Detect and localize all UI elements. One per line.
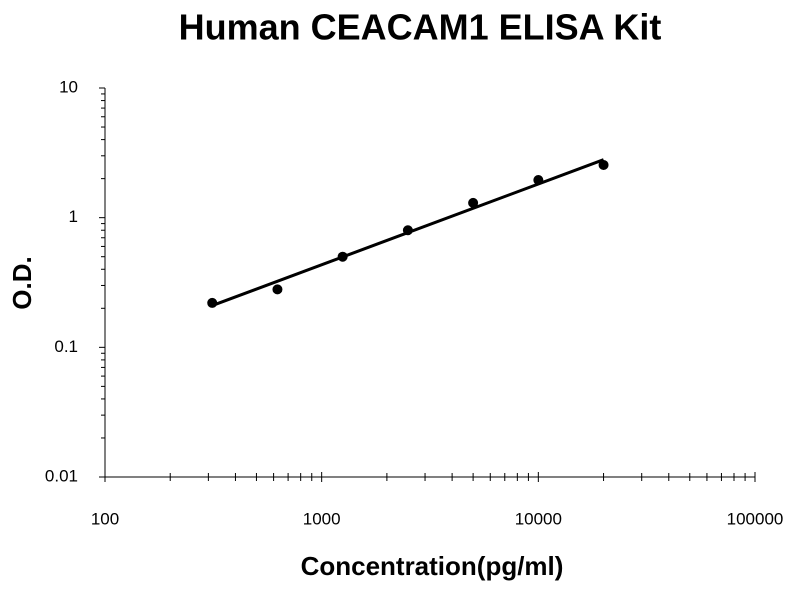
x-tick-label: 100000: [727, 509, 784, 528]
y-tick-label: 0.01: [45, 466, 78, 485]
data-point: [337, 251, 348, 262]
data-point: [402, 225, 413, 236]
data-point: [272, 284, 283, 295]
chart-title: Human CEACAM1 ELISA Kit: [179, 7, 662, 48]
x-tick-label: 1000: [303, 509, 341, 528]
y-axis-label: O.D.: [7, 256, 37, 309]
x-tick-label: 10000: [515, 509, 562, 528]
data-point: [468, 197, 479, 208]
x-tick-label: 100: [91, 509, 119, 528]
x-axis-label: Concentration(pg/ml): [301, 551, 564, 581]
data-point: [533, 175, 544, 186]
y-tick-label: 0.1: [54, 337, 78, 356]
data-point: [207, 297, 218, 308]
y-tick-label: 10: [59, 77, 78, 96]
data-point: [598, 159, 609, 170]
y-tick-label: 1: [69, 207, 78, 226]
